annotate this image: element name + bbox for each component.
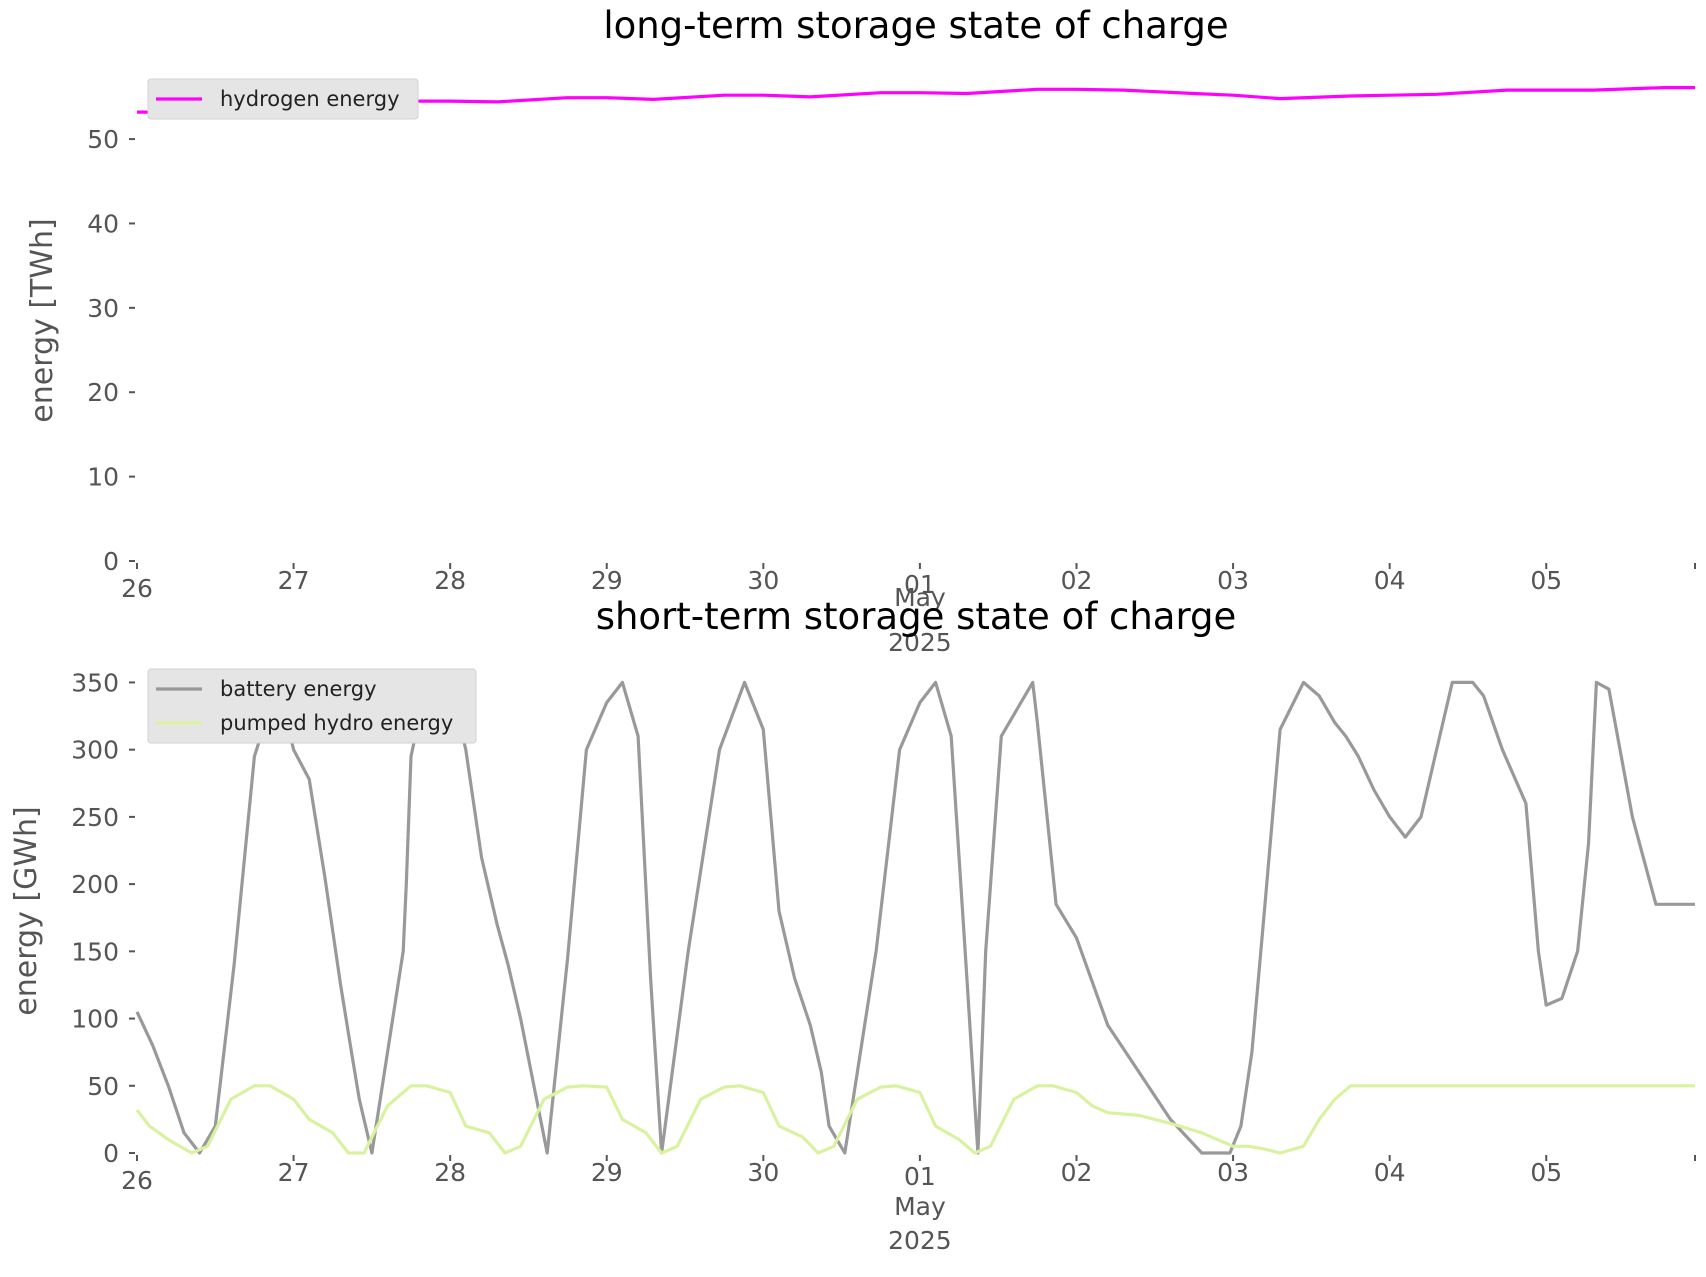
chart-2-x-tick-label: 29 [591, 1158, 623, 1187]
chart-1-x-tick-label: 05 [1530, 566, 1562, 595]
chart-2-legend-box [147, 668, 477, 744]
chart-1-x-month-label: May [894, 583, 946, 612]
chart-2-x-tick-label: 05 [1530, 1158, 1562, 1187]
chart-1-x-tick-label: 27 [278, 566, 310, 595]
pumped-hydro-energy-line [135, 1084, 1695, 1155]
chart-2-x-tick-label: 02 [1061, 1158, 1093, 1187]
pumped-hydro-energy-legend-label: pumped hydro energy [220, 711, 453, 735]
chart-1-x-tick-label: 02 [1061, 566, 1093, 595]
chart-1-title: long-term storage state of charge [603, 4, 1228, 47]
chart-2-y-tick-label: 50 [87, 1072, 119, 1101]
chart-2-y-tick-label: 350 [71, 668, 119, 697]
chart-1-x-tick-label: 30 [747, 566, 779, 595]
chart-1-x-tick-label: 03 [1217, 566, 1249, 595]
chart-1-y-tick-label: 50 [87, 125, 119, 154]
chart-1-x-tick-label: 01 [904, 570, 936, 599]
chart-2-x-month-label: May [894, 1192, 946, 1221]
chart-2-y-tick-label: 200 [71, 870, 119, 899]
chart-2-y-axis-label: energy [GWh] [9, 806, 44, 1015]
chart-2-x-year-label: 2025 [888, 1226, 952, 1255]
chart-1-y-tick-label: 20 [87, 378, 119, 407]
long-term-storage-chart: long-term storage state of charge energy … [25, 4, 1696, 657]
battery-energy-legend-label: battery energy [220, 677, 377, 701]
chart-2-y-tick-label: 100 [71, 1005, 119, 1034]
battery-energy-line [135, 680, 1695, 1155]
chart-2-y-tick-label: 250 [71, 803, 119, 832]
chart-1-x-tick-label: 28 [434, 566, 466, 595]
chart-1-legend-box [147, 78, 419, 120]
chart-2-x-tick-label: 01 [904, 1162, 936, 1191]
chart-2-x-tick-label: 27 [278, 1158, 310, 1187]
chart-2-x-tick-label: 03 [1217, 1158, 1249, 1187]
chart-2-title: short-term storage state of charge [596, 595, 1237, 638]
hydrogen-energy-legend-label: hydrogen energy [220, 87, 400, 111]
chart-2-x-tick-label: 30 [747, 1158, 779, 1187]
chart-2-y-tick-label: 150 [71, 937, 119, 966]
chart-1-y-tick-label: 10 [87, 463, 119, 492]
chart-2-x-tick-label: 26 [121, 1166, 153, 1195]
chart-1-x-year-label: 2025 [888, 628, 952, 657]
chart-1-y-axis-label: energy [TWh] [25, 218, 60, 422]
chart-2-legend: battery energy pumped hydro energy [147, 668, 477, 744]
chart-1-x-tick-label: 29 [591, 566, 623, 595]
chart-2-y-tick-label: 300 [71, 736, 119, 765]
short-term-storage-chart: short-term storage state of charge energy… [9, 595, 1696, 1255]
chart-2-x-tick-label: 28 [434, 1158, 466, 1187]
chart-1-y-tick-label: 0 [103, 547, 119, 576]
chart-2-y-tick-label: 0 [103, 1139, 119, 1168]
chart-1-legend: hydrogen energy [147, 78, 419, 120]
chart-1-y-tick-label: 30 [87, 294, 119, 323]
chart-1-y-tick-label: 40 [87, 209, 119, 238]
chart-2-x-tick-label: 04 [1374, 1158, 1406, 1187]
chart-1-x-tick-label: 04 [1374, 566, 1406, 595]
chart-1-x-tick-label: 26 [121, 574, 153, 603]
